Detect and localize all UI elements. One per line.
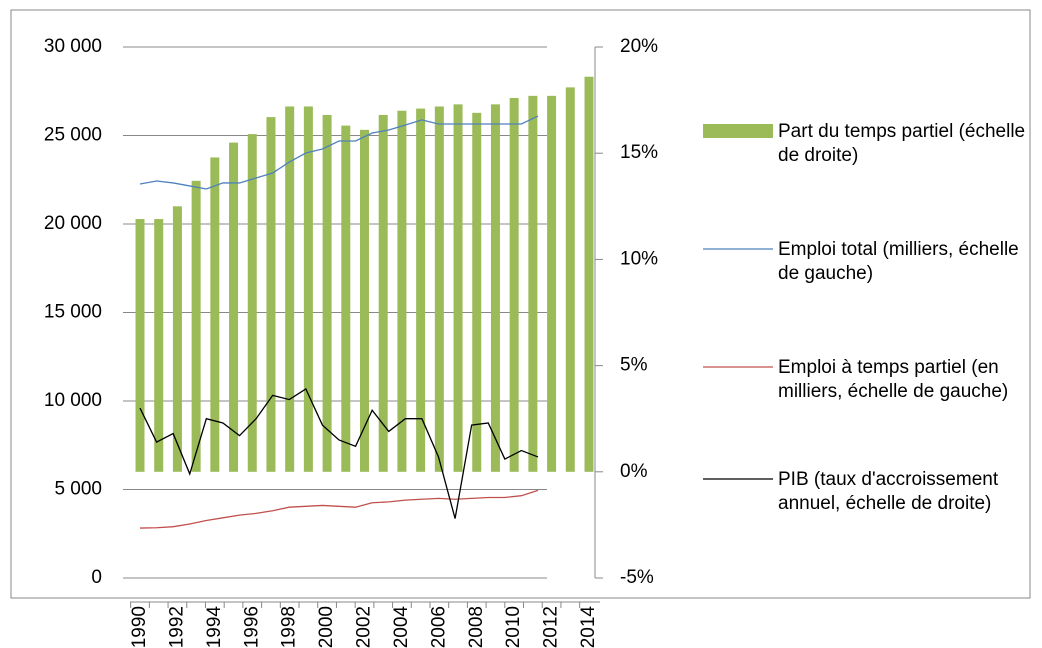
bar bbox=[416, 108, 426, 472]
x-tick-label: 2010 bbox=[503, 606, 524, 648]
line bbox=[139, 489, 539, 529]
y2-tick-label: 10% bbox=[620, 248, 658, 269]
bar bbox=[472, 112, 482, 472]
y2-tick-label: 15% bbox=[620, 142, 658, 163]
bar bbox=[247, 134, 257, 472]
bar bbox=[509, 97, 519, 472]
legend-label: Part du temps partiel (échelle de droite… bbox=[778, 121, 1026, 166]
bar bbox=[565, 87, 575, 472]
y2-tick-label: 0% bbox=[620, 461, 648, 482]
bar bbox=[528, 95, 538, 472]
line bbox=[139, 388, 539, 519]
bar bbox=[341, 125, 351, 472]
legend-label: PIB (taux d'accroissement annuel, échell… bbox=[778, 469, 999, 514]
bar bbox=[547, 95, 557, 472]
y2-tick-label: 5% bbox=[620, 355, 648, 376]
y-tick-label: 30 000 bbox=[44, 36, 102, 57]
x-tick-label: 1998 bbox=[279, 606, 300, 648]
x-tick-label: 2014 bbox=[578, 606, 599, 648]
x-tick-label: 2006 bbox=[428, 606, 449, 648]
x-tick-label: 1994 bbox=[204, 606, 225, 648]
y-tick-label: 5 000 bbox=[54, 479, 102, 500]
bar bbox=[584, 76, 594, 472]
x-tick-label: 1990 bbox=[129, 606, 150, 648]
y2-tick-label: 20% bbox=[620, 36, 658, 57]
bar bbox=[135, 219, 145, 472]
bar bbox=[266, 117, 276, 472]
bar bbox=[210, 157, 220, 472]
bar bbox=[303, 106, 313, 472]
bar bbox=[322, 114, 332, 472]
bar bbox=[172, 206, 182, 472]
bar bbox=[490, 104, 500, 472]
chart-border bbox=[10, 9, 1031, 599]
bar bbox=[285, 106, 295, 472]
y-tick-label: 25 000 bbox=[44, 125, 102, 146]
bar bbox=[378, 114, 388, 472]
y2-tick-label: -5% bbox=[620, 567, 654, 588]
bar bbox=[434, 106, 444, 472]
y-tick-label: 15 000 bbox=[44, 302, 102, 323]
legend-label: Emploi à temps partiel (en milliers, éch… bbox=[778, 357, 1009, 402]
legend-label: Emploi total (milliers, échelle de gauch… bbox=[778, 239, 1019, 284]
bar bbox=[229, 142, 239, 472]
y-tick-label: 0 bbox=[91, 567, 102, 588]
bar bbox=[154, 219, 164, 472]
x-tick-label: 2008 bbox=[466, 606, 487, 648]
bar bbox=[397, 110, 407, 472]
x-tick-label: 1992 bbox=[166, 606, 187, 648]
y-tick-label: 20 000 bbox=[44, 213, 102, 234]
x-tick-label: 2004 bbox=[391, 606, 412, 648]
legend-swatch bbox=[703, 124, 773, 138]
line bbox=[139, 115, 539, 190]
bar bbox=[191, 180, 201, 472]
x-tick-label: 2012 bbox=[541, 606, 562, 648]
x-tick-label: 2000 bbox=[316, 606, 337, 648]
bar bbox=[453, 104, 463, 472]
bar bbox=[360, 129, 369, 472]
y-tick-label: 10 000 bbox=[44, 390, 102, 411]
x-tick-label: 1996 bbox=[241, 606, 262, 648]
x-tick-label: 2002 bbox=[354, 606, 375, 648]
